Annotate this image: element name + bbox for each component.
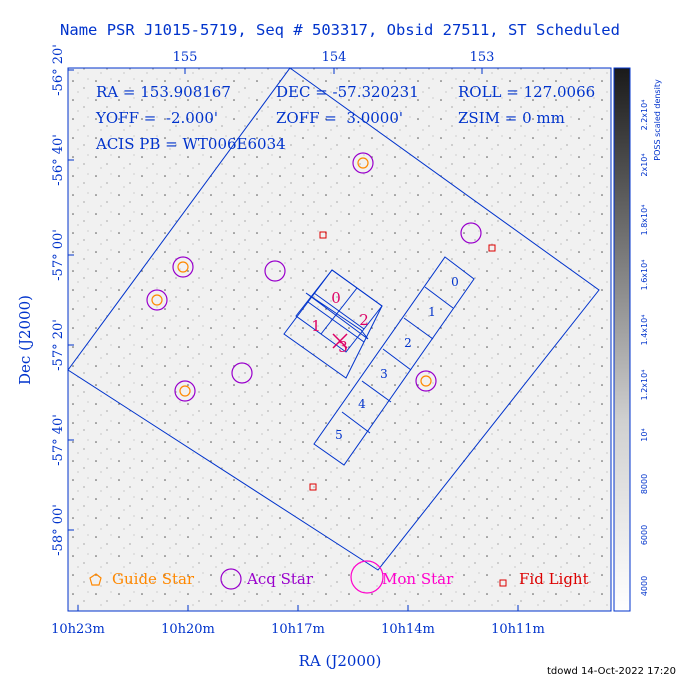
bottom-axis bbox=[77, 605, 519, 611]
acis-s-chip-label: 2 bbox=[404, 336, 412, 350]
guide-star-legend-icon bbox=[89, 573, 102, 586]
acq-star-marker bbox=[415, 370, 437, 392]
top-tick-label: 154 bbox=[322, 50, 347, 65]
plot-frame bbox=[67, 67, 612, 612]
left-tick-label: -57° 20' bbox=[51, 319, 66, 371]
colorbar bbox=[613, 67, 631, 612]
page-title: Name PSR J1015-5719, Seq # 503317, Obsid… bbox=[60, 21, 620, 39]
guide-star-marker bbox=[151, 294, 163, 306]
y-axis-label: Dec (J2000) bbox=[16, 295, 34, 385]
acis-s-chip-label: 0 bbox=[451, 275, 459, 289]
left-tick-label: -58° 00' bbox=[51, 504, 66, 556]
legend: Guide Star Acq Star Mon Star Fid Light bbox=[89, 560, 589, 594]
acq-star-marker bbox=[174, 380, 196, 402]
fid-light-legend-icon bbox=[499, 579, 507, 587]
top-tick-label: 153 bbox=[470, 50, 495, 65]
ra-readout: RA = 153.908167 bbox=[96, 83, 231, 101]
fid-light-marker bbox=[319, 231, 327, 239]
left-tick-label: -56° 20' bbox=[51, 44, 66, 96]
footer-credit: tdowd 14-Oct-2022 17:20 bbox=[546, 666, 676, 677]
top-tick-label: 155 bbox=[173, 50, 198, 65]
acis-s-chip-label: 5 bbox=[335, 428, 343, 442]
left-tick-label: -57° 40' bbox=[51, 414, 66, 466]
bottom-tick-label: 10h20m bbox=[161, 622, 215, 637]
fid-light-marker bbox=[488, 244, 496, 252]
acis-i-array bbox=[283, 269, 383, 379]
colorbar-tick: 8000 bbox=[640, 474, 649, 494]
acis-i-chip-label: 1 bbox=[311, 317, 321, 335]
acq-star-marker bbox=[172, 256, 194, 278]
colorbar-tick: 6000 bbox=[640, 525, 649, 545]
colorbar-tick: 4000 bbox=[640, 576, 649, 596]
fid-light-legend-label: Fid Light bbox=[519, 570, 589, 588]
colorbar-tick: 2x10⁴ bbox=[640, 153, 649, 176]
left-tick-label: -57° 00' bbox=[51, 229, 66, 281]
bottom-tick-label: 10h17m bbox=[271, 622, 325, 637]
mon-star-legend-icon bbox=[350, 560, 384, 594]
guide-acq-stars bbox=[146, 152, 482, 402]
dec-readout: DEC = -57.320231 bbox=[276, 83, 419, 101]
roll-readout: ROLL = 127.0066 bbox=[458, 83, 595, 101]
guide-star-legend-label: Guide Star bbox=[112, 570, 195, 588]
acq-star-marker bbox=[264, 260, 286, 282]
left-tick-label: -56° 40' bbox=[51, 134, 66, 186]
acis-s-chip-label: 1 bbox=[428, 305, 436, 319]
guide-star-marker bbox=[177, 261, 189, 273]
acis-s-chip-label: 4 bbox=[358, 397, 366, 411]
target-marker bbox=[332, 333, 348, 349]
colorbar-tick: 1.4x10⁴ bbox=[640, 315, 649, 346]
pointing-info: RA = 153.908167 DEC = -57.320231 ROLL = … bbox=[95, 83, 595, 153]
guide-star-marker bbox=[420, 375, 432, 387]
x-axis-label: RA (J2000) bbox=[299, 652, 382, 670]
guide-star-marker bbox=[357, 157, 369, 169]
zoff-readout: ZOFF = 3.0000' bbox=[276, 109, 403, 127]
top-axis bbox=[184, 68, 483, 74]
colorbar-ticks: 2.2x10⁴ 2x10⁴ 1.8x10⁴ 1.6x10⁴ 1.4x10⁴ 1.… bbox=[640, 100, 649, 597]
acq-star-marker bbox=[460, 222, 482, 244]
mon-star-legend-label: Mon Star bbox=[382, 570, 454, 588]
fid-lights bbox=[309, 231, 496, 491]
acis-s-chip-label: 3 bbox=[380, 367, 388, 381]
left-axis bbox=[68, 69, 74, 531]
guide-star-marker bbox=[179, 385, 191, 397]
acq-star-marker bbox=[231, 362, 253, 384]
acq-star-legend-icon bbox=[220, 568, 242, 590]
acq-star-marker bbox=[352, 152, 374, 174]
bottom-tick-label: 10h14m bbox=[381, 622, 435, 637]
yoff-readout: YOFF = -2.000' bbox=[95, 109, 218, 127]
colorbar-tick: 1.8x10⁴ bbox=[640, 205, 649, 236]
fid-light-marker bbox=[309, 483, 317, 491]
acq-star-legend-label: Acq Star bbox=[246, 570, 314, 588]
bottom-tick-label: 10h11m bbox=[491, 622, 545, 637]
acis-s-array bbox=[313, 256, 475, 466]
field-of-view bbox=[67, 67, 600, 571]
colorbar-label: POSS scaled density bbox=[653, 79, 662, 161]
colorbar-tick: 1.6x10⁴ bbox=[640, 260, 649, 291]
bottom-tick-label: 10h23m bbox=[51, 622, 105, 637]
acis-i-chip-label: 3 bbox=[338, 338, 348, 356]
acis-i-chip-label: 0 bbox=[331, 289, 341, 307]
acis-i-chip-label: 2 bbox=[359, 311, 369, 329]
colorbar-tick: 10⁴ bbox=[640, 428, 649, 441]
acq-star-marker bbox=[146, 289, 168, 311]
colorbar-tick: 1.2x10⁴ bbox=[640, 370, 649, 401]
colorbar-tick: 2.2x10⁴ bbox=[640, 100, 649, 131]
zsim-readout: ZSIM = 0 mm bbox=[458, 109, 565, 127]
acis-readout: ACIS PB = WT006E6034 bbox=[95, 135, 286, 153]
